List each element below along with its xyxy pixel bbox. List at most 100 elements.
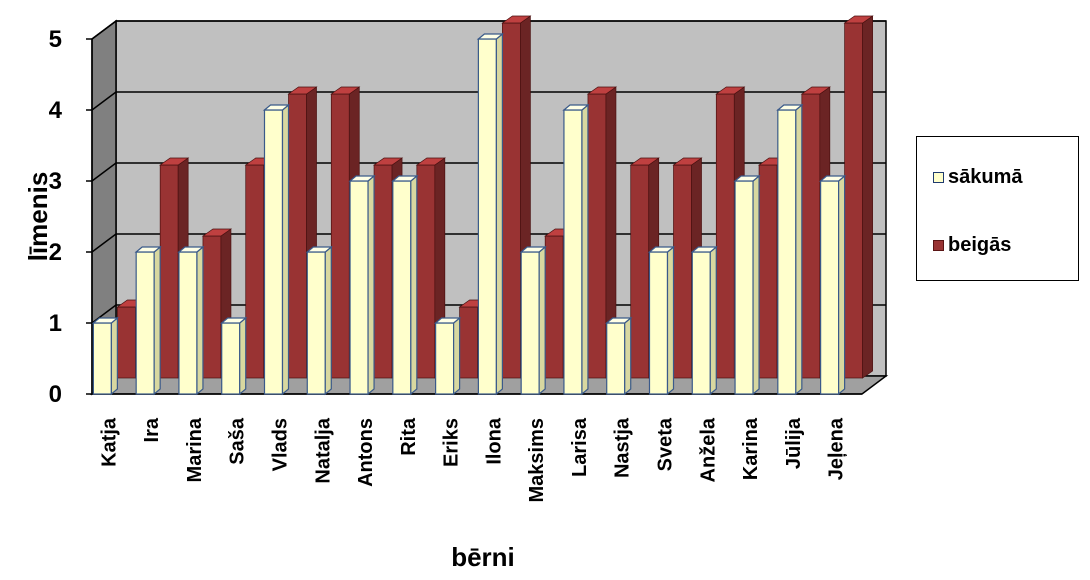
x-tick-label: Maksims <box>526 418 548 503</box>
bar-series-1-side <box>838 174 846 396</box>
bar-series-2 <box>587 93 607 379</box>
gridline <box>91 304 886 324</box>
bar-series-1 <box>520 251 540 395</box>
bar-series-2 <box>715 93 735 379</box>
x-axis-title: bērni <box>451 542 515 572</box>
bar-series-2-top <box>372 157 404 166</box>
bar-series-1-side <box>495 32 503 396</box>
bar-series-1-top <box>433 317 462 324</box>
legend: sākumā beigās <box>916 136 1079 281</box>
x-tick-label: Natalja <box>312 417 334 483</box>
x-tick-label: Jūlija <box>783 417 805 469</box>
bar-series-1 <box>349 180 369 395</box>
bar-series-1-side <box>795 103 803 396</box>
bar-series-2 <box>502 22 521 379</box>
bar-series-2 <box>245 164 265 379</box>
bar-series-2-top <box>715 86 746 95</box>
bar-series-1-top <box>562 104 590 111</box>
bar-series-1-top <box>519 246 547 253</box>
bar-series-1-top <box>305 246 333 253</box>
bar-series-1 <box>178 251 198 395</box>
bar-series-2 <box>630 164 650 379</box>
bar-series-2 <box>288 93 307 379</box>
bar-series-1-side <box>196 245 204 396</box>
bar-series-1-side <box>410 174 418 396</box>
bar-series-2-side <box>862 15 873 379</box>
bar-series-2-top <box>586 86 618 95</box>
bar-series-1 <box>392 180 412 395</box>
bar-series-2-top <box>287 86 318 95</box>
bar-series-1-side <box>153 245 161 396</box>
bar-series-1 <box>648 251 669 395</box>
bar-series-1-top <box>690 246 718 253</box>
bar-series-2-top <box>415 157 446 166</box>
bar-series-1 <box>606 322 626 395</box>
x-tick-label: Nastja <box>612 417 634 478</box>
bar-series-1-top <box>134 246 162 253</box>
legend-swatch-series-1 <box>933 171 944 183</box>
bar-series-1-side <box>581 103 589 396</box>
bar-series-2-top <box>672 157 703 166</box>
y-axis-title: līmenis <box>23 172 53 262</box>
bar-series-1 <box>734 180 754 395</box>
legend-item-series-2: beigās <box>933 233 1011 257</box>
bar-series-1-top <box>476 33 505 40</box>
x-tick-label: Marina <box>184 417 206 482</box>
legend-label-series-2: beigās <box>948 233 1012 256</box>
x-tick-label: Ira <box>141 417 163 442</box>
bar-series-2 <box>330 93 350 379</box>
bar-series-1 <box>691 251 711 395</box>
bar-series-2-top <box>159 157 190 166</box>
x-tick-label: Eriks <box>441 418 463 467</box>
bar-series-2-top <box>843 15 874 24</box>
bar-series-2 <box>844 22 863 379</box>
bar-series-2 <box>673 164 692 379</box>
y-tick-label: 4 <box>49 97 63 124</box>
bar-series-1-side <box>666 245 675 396</box>
bar-series-1-top <box>177 246 205 253</box>
x-tick-label: Katja <box>98 417 120 467</box>
bar-series-1-side <box>324 245 332 396</box>
bar-series-1 <box>563 109 583 395</box>
bar-series-2 <box>758 164 778 379</box>
bar-series-2 <box>544 235 564 379</box>
bar-series-2 <box>459 306 478 379</box>
bar-series-2 <box>202 235 222 379</box>
bar-series-1-side <box>367 174 375 396</box>
y-tick-label: 1 <box>49 310 62 337</box>
bar-series-1-top <box>776 104 804 111</box>
bar-series-1-side <box>752 174 760 396</box>
bar-series-1-top <box>733 175 761 182</box>
bar-series-1-top <box>818 175 847 182</box>
x-tick-label: Sveta <box>655 417 677 471</box>
y-tick-label: 5 <box>49 26 62 53</box>
legend-label-series-1: sākumā <box>948 165 1023 188</box>
x-tick-label: Anžela <box>697 417 719 482</box>
gridline <box>91 20 886 40</box>
y-tick-label: 0 <box>49 381 62 408</box>
bar-series-1 <box>435 322 455 395</box>
bar-series-2 <box>159 164 179 379</box>
bar-series-1-top <box>605 317 633 324</box>
bar-series-1-top <box>262 104 291 111</box>
bar-series-1-side <box>281 103 290 396</box>
x-tick-label: Vlads <box>270 418 292 471</box>
legend-item-series-1: sākumā <box>933 165 1023 189</box>
x-tick-label: Karina <box>740 417 762 480</box>
gridline <box>91 162 886 182</box>
bar-series-2-top <box>629 157 660 166</box>
bar-series-1 <box>477 38 497 395</box>
bar-series-1-top <box>391 175 419 182</box>
bar-series-2-top <box>330 86 361 95</box>
bar-series-1-side <box>538 245 546 396</box>
bar-series-1 <box>777 109 797 395</box>
bar-series-2 <box>801 93 821 379</box>
bar-series-1-side <box>239 316 247 396</box>
bar-series-1-top <box>647 246 676 253</box>
bar-series-2 <box>373 164 393 379</box>
bar-series-2-top <box>501 15 532 24</box>
x-tick-label: Jeļena <box>826 417 848 480</box>
x-tick-label: Saša <box>227 417 249 465</box>
bar-series-1-top <box>348 175 376 182</box>
